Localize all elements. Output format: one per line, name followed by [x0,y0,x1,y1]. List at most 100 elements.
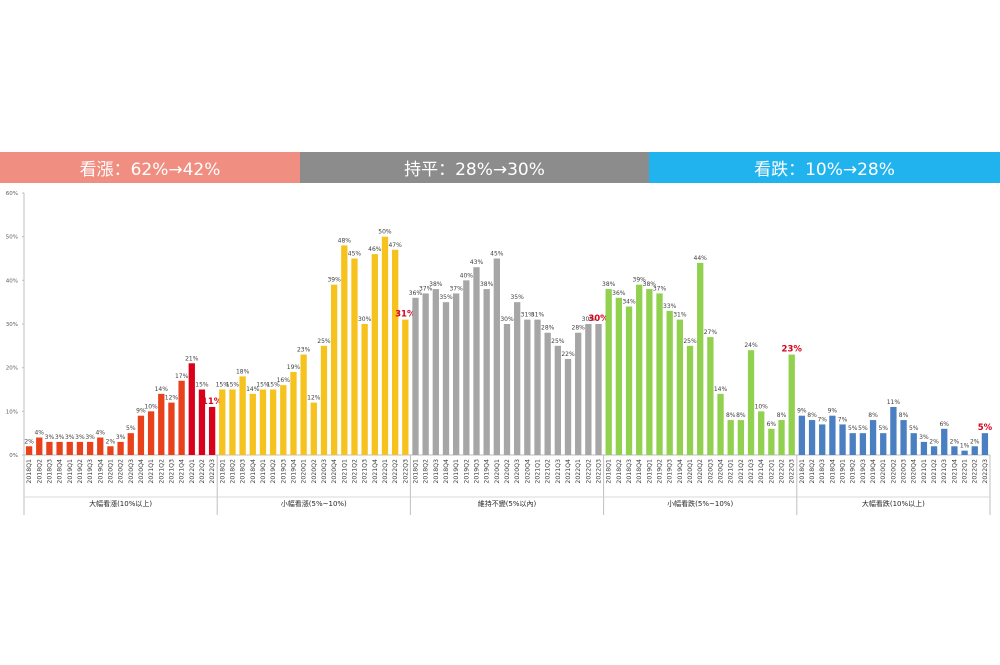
bar [158,393,165,455]
bar-value-label: 24% [744,342,758,349]
x-tick-label: 2019Q1 [646,459,653,484]
group-label: 大幅看跌(10%以上) [862,499,925,508]
x-tick-label: 2019Q1 [67,459,74,484]
y-tick-label: 50% [6,235,18,241]
bar [137,415,145,455]
x-tick-label: 2022Q1 [382,459,389,484]
bar [198,389,206,455]
bar [442,302,450,455]
bar [239,376,246,455]
bar-value-label: 48% [338,237,352,244]
x-tick-label: 2022Q1 [189,459,196,484]
bar [727,420,734,455]
bar-value-label: 21% [185,355,199,362]
bar-value-label: 50% [378,229,392,236]
x-tick-label: 2020Q3 [707,459,714,484]
bar-value-label: 38% [602,281,616,288]
bar [503,324,511,455]
bar [829,415,836,455]
bar [229,389,236,455]
bar [880,433,887,455]
bar-value-label: 22% [561,351,575,358]
bar-value-label: 2% [106,438,116,445]
x-tick-label: 2018Q1 [219,459,226,484]
x-tick-label: 2021Q1 [728,459,735,484]
x-tick-label: 2021Q1 [341,459,348,484]
bar [147,411,155,455]
bar-value-label: 5% [126,425,136,432]
x-tick-label: 2021Q1 [148,459,155,484]
bar-value-label: 5% [858,425,868,432]
x-tick-label: 2018Q3 [46,459,53,484]
bar [290,372,297,455]
x-tick-label: 2019Q2 [463,459,470,484]
banner-flat: 持平：28%→30% [300,152,649,183]
bar-value-label: 23% [297,347,311,354]
x-tick-label: 2022Q3 [209,459,216,484]
banner-bullish: 看漲：62%→42% [0,152,300,183]
x-tick-label: 2018Q4 [57,459,64,484]
x-tick-label: 2018Q2 [809,459,816,484]
bar-value-label: 8% [868,412,878,419]
bar [697,262,704,455]
bar-value-label: 12% [307,395,321,402]
bar-value-label: 2% [929,438,939,445]
bar-value-label: 28% [572,325,586,332]
x-tick-label: 2019Q1 [453,459,460,484]
bar-value-label: 8% [726,412,736,419]
bar [768,428,775,455]
x-tick-label: 2020Q3 [128,459,135,484]
bar-value-label: 8% [736,412,746,419]
bar-value-label: 30% [588,314,609,324]
bar-value-label: 4% [95,430,105,437]
x-tick-label: 2022Q2 [585,459,592,484]
x-tick-label: 2020Q2 [504,459,511,484]
bar [615,297,623,455]
bar-value-label: 37% [653,285,667,292]
bar [798,415,806,455]
x-tick-label: 2022Q1 [575,459,582,484]
bar-value-label: 5% [909,425,919,432]
bar [86,441,94,455]
x-tick-label: 2018Q4 [250,459,257,484]
bar [625,306,633,455]
bar [930,446,938,455]
bar [849,433,856,455]
x-tick-label: 2020Q1 [687,459,694,484]
bar [463,280,470,455]
bar [890,406,897,455]
x-tick-label: 2021Q4 [179,459,186,484]
x-tick-label: 2018Q1 [26,459,33,484]
x-tick-label: 2021Q3 [362,459,369,484]
x-tick-label: 2019Q2 [850,459,857,484]
bar-value-label: 14% [246,386,260,393]
bar-value-label: 7% [817,416,827,423]
bar-value-label: 16% [277,377,291,384]
bar-value-label: 3% [55,434,65,441]
bar [168,402,175,455]
x-tick-label: 2021Q4 [372,459,379,484]
bar [493,258,500,455]
bar [514,302,521,455]
bar [351,258,358,455]
bar-value-label: 15% [256,382,270,389]
bar [717,393,724,455]
bar-value-label: 31% [395,310,416,320]
x-tick-label: 2018Q3 [240,459,247,484]
bar [564,358,572,455]
bar [371,254,378,455]
bar-chart: 0% 10% 20% 30% 40% 50% 60% 2% 2018Q1 4% 2018Q2 3% 20… [6,191,993,515]
x-tick-label: 2019Q3 [280,459,287,484]
bar [524,319,531,455]
bar [758,411,765,455]
bar [381,236,389,455]
bar-value-label: 3% [45,434,55,441]
bar [188,363,195,455]
bar [76,441,84,455]
x-tick-label: 2020Q4 [524,459,531,484]
bar [839,424,846,455]
x-tick-label: 2021Q3 [941,459,948,484]
x-tick-label: 2019Q4 [97,459,104,484]
bar-value-label: 37% [449,285,463,292]
bar [127,433,134,455]
